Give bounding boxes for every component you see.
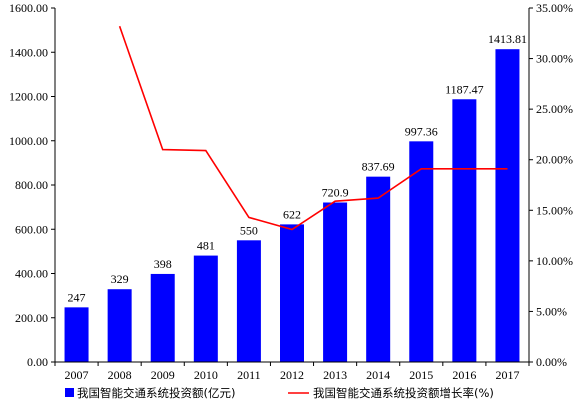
legend-label-investment: 我国智能交通系统投资额(亿元) bbox=[77, 386, 235, 400]
legend: 我国智能交通系统投资额(亿元) 我国智能交通系统投资额增长率(%) bbox=[65, 386, 494, 400]
bar-2014 bbox=[366, 176, 391, 362]
x-tick-label: 2007 bbox=[65, 368, 89, 382]
bar-2009 bbox=[150, 273, 175, 362]
left-tick-label: 1600.00 bbox=[9, 1, 48, 15]
x-tick-label: 2011 bbox=[237, 368, 261, 382]
left-tick-label: 1400.00 bbox=[9, 45, 48, 59]
bar-label-2012: 622 bbox=[283, 207, 301, 221]
x-tick-label: 2014 bbox=[366, 368, 390, 382]
right-axis-ticks: 0.00% 5.00% 10.00% 15.00% 20.00% 25.00% 30.00%… bbox=[529, 1, 573, 369]
x-tick-label: 2008 bbox=[108, 368, 132, 382]
right-tick-label: 15.00% bbox=[536, 203, 573, 217]
right-tick-label: 35.00% bbox=[536, 1, 573, 15]
left-tick-label: 1000.00 bbox=[9, 134, 48, 148]
bar-labels: 247 329 398 481 550 622 720.9 837.69 997.36 1187.… bbox=[68, 32, 527, 304]
bar-label-2008: 329 bbox=[111, 272, 129, 286]
bar-label-2017: 1413.81 bbox=[488, 32, 527, 46]
left-tick-label: 0.00 bbox=[27, 355, 48, 369]
bar-label-2015: 997.36 bbox=[405, 124, 438, 138]
left-axis-ticks: 0.00 200.00 400.00 600.00 800.00 1000.00 1200.… bbox=[9, 1, 55, 369]
bar-label-2016: 1187.47 bbox=[445, 82, 484, 96]
right-tick-label: 5.00% bbox=[536, 304, 567, 318]
left-tick-label: 1200.00 bbox=[9, 90, 48, 104]
bar-2007 bbox=[64, 307, 89, 362]
x-tick-label: 2009 bbox=[151, 368, 175, 382]
bar-label-2011: 550 bbox=[240, 223, 258, 237]
left-tick-label: 800.00 bbox=[15, 178, 48, 192]
bar-label-2009: 398 bbox=[154, 257, 172, 271]
right-tick-label: 30.00% bbox=[536, 52, 573, 66]
right-tick-label: 0.00% bbox=[536, 355, 567, 369]
bar-label-2010: 481 bbox=[197, 239, 215, 253]
bar-2010 bbox=[193, 255, 218, 362]
right-tick-label: 25.00% bbox=[536, 102, 573, 116]
bar-2011 bbox=[236, 240, 261, 362]
x-tick-label: 2010 bbox=[194, 368, 218, 382]
growth-line-series bbox=[118, 25, 508, 231]
left-tick-label: 400.00 bbox=[15, 267, 48, 281]
bar-label-2007: 247 bbox=[68, 290, 86, 304]
bar-2013 bbox=[323, 202, 348, 362]
bar-2012 bbox=[280, 224, 304, 362]
bar-2017 bbox=[495, 49, 520, 362]
x-tick-label: 2016 bbox=[452, 368, 476, 382]
x-tick-label: 2013 bbox=[323, 368, 347, 382]
x-tick-label: 2012 bbox=[280, 368, 304, 382]
legend-label-growth: 我国智能交通系统投资额增长率(%) bbox=[313, 386, 494, 400]
left-tick-label: 200.00 bbox=[15, 311, 48, 325]
x-tick-label: 2017 bbox=[495, 368, 519, 382]
bar-2016 bbox=[452, 99, 477, 362]
left-tick-label: 600.00 bbox=[15, 222, 48, 236]
bar-label-2014: 837.69 bbox=[362, 160, 395, 174]
growth-line bbox=[118, 25, 508, 231]
right-tick-label: 10.00% bbox=[536, 254, 573, 268]
right-tick-label: 20.00% bbox=[536, 153, 573, 167]
x-tick-label: 2015 bbox=[409, 368, 433, 382]
bar-label-2013: 720.9 bbox=[322, 186, 349, 200]
bars bbox=[64, 49, 520, 362]
bar-2008 bbox=[107, 289, 132, 362]
legend-swatch-investment bbox=[65, 388, 74, 397]
x-axis-ticks: 2007 2008 2009 2010 2011 2012 2013 2014 2015 2016… bbox=[54, 362, 530, 382]
bar-2015 bbox=[409, 141, 434, 362]
